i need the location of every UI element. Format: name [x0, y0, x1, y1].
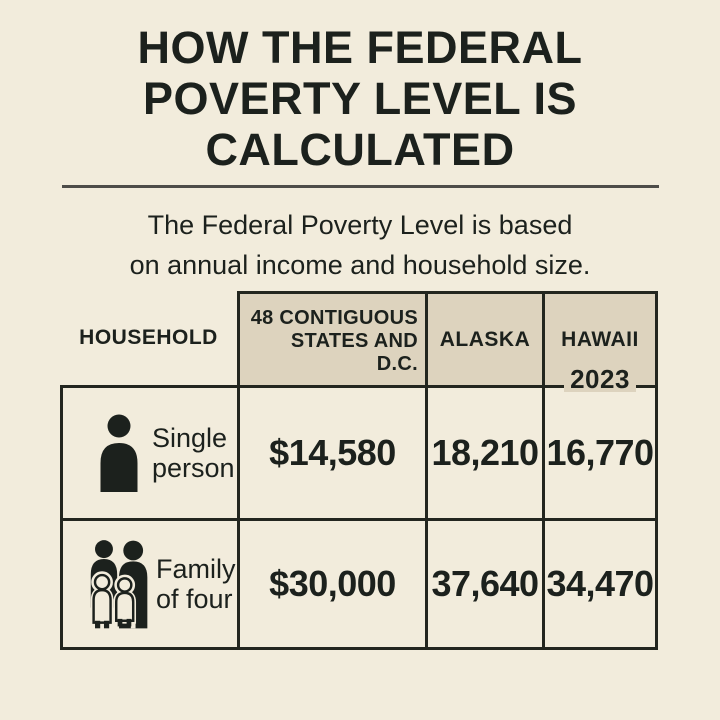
table-cell-single-48states: $14,580 [237, 385, 425, 518]
year-badge: 2023 [542, 366, 658, 393]
page-title: HOW THE FEDERAL POVERTY LEVEL IS CALCULA… [0, 0, 720, 175]
page-title-line: POVERTY LEVEL IS [143, 73, 577, 124]
single-person-icon [100, 414, 138, 492]
value-family-hawaii: 34,470 [546, 563, 654, 604]
column-header-48-states: 48 CONTIGUOUS STATES AND D.C. [237, 291, 425, 385]
row-label: Family of four [156, 554, 236, 614]
table-cell-single-hawaii: 16,770 [542, 385, 658, 518]
page-title-line: CALCULATED [205, 124, 515, 175]
poverty-table: HOUSEHOLD 48 CONTIGUOUS STATES AND D.C. … [60, 291, 658, 650]
page-subtitle-line: The Federal Poverty Level is based [147, 210, 573, 240]
value-single-48states: $14,580 [269, 432, 396, 473]
table-cell-family-alaska: 37,640 [425, 518, 542, 650]
column-header-household: HOUSEHOLD [79, 326, 218, 349]
table-row-single-person-label: Single person [60, 385, 237, 518]
value-family-48states: $30,000 [269, 563, 396, 604]
table-cell-single-alaska: 18,210 [425, 385, 542, 518]
page-subtitle-line: on annual income and household size. [129, 250, 591, 280]
family-of-four-icon [90, 540, 148, 629]
table-cell-family-hawaii: 34,470 [542, 518, 658, 650]
table-body: Single person $14,580 18,210 16,770 [60, 385, 658, 650]
page-title-line: HOW THE FEDERAL [137, 22, 583, 73]
table-row-family-of-four-label: Family of four [60, 518, 237, 650]
value-family-alaska: 37,640 [431, 563, 539, 604]
page-subtitle: The Federal Poverty Level is based on an… [0, 205, 720, 285]
value-single-alaska: 18,210 [431, 432, 539, 473]
table-cell-family-48states: $30,000 [237, 518, 425, 650]
title-divider [61, 185, 659, 188]
row-label: Single person [152, 423, 235, 483]
value-single-hawaii: 16,770 [546, 432, 654, 473]
column-header-alaska: ALASKA [425, 291, 542, 385]
